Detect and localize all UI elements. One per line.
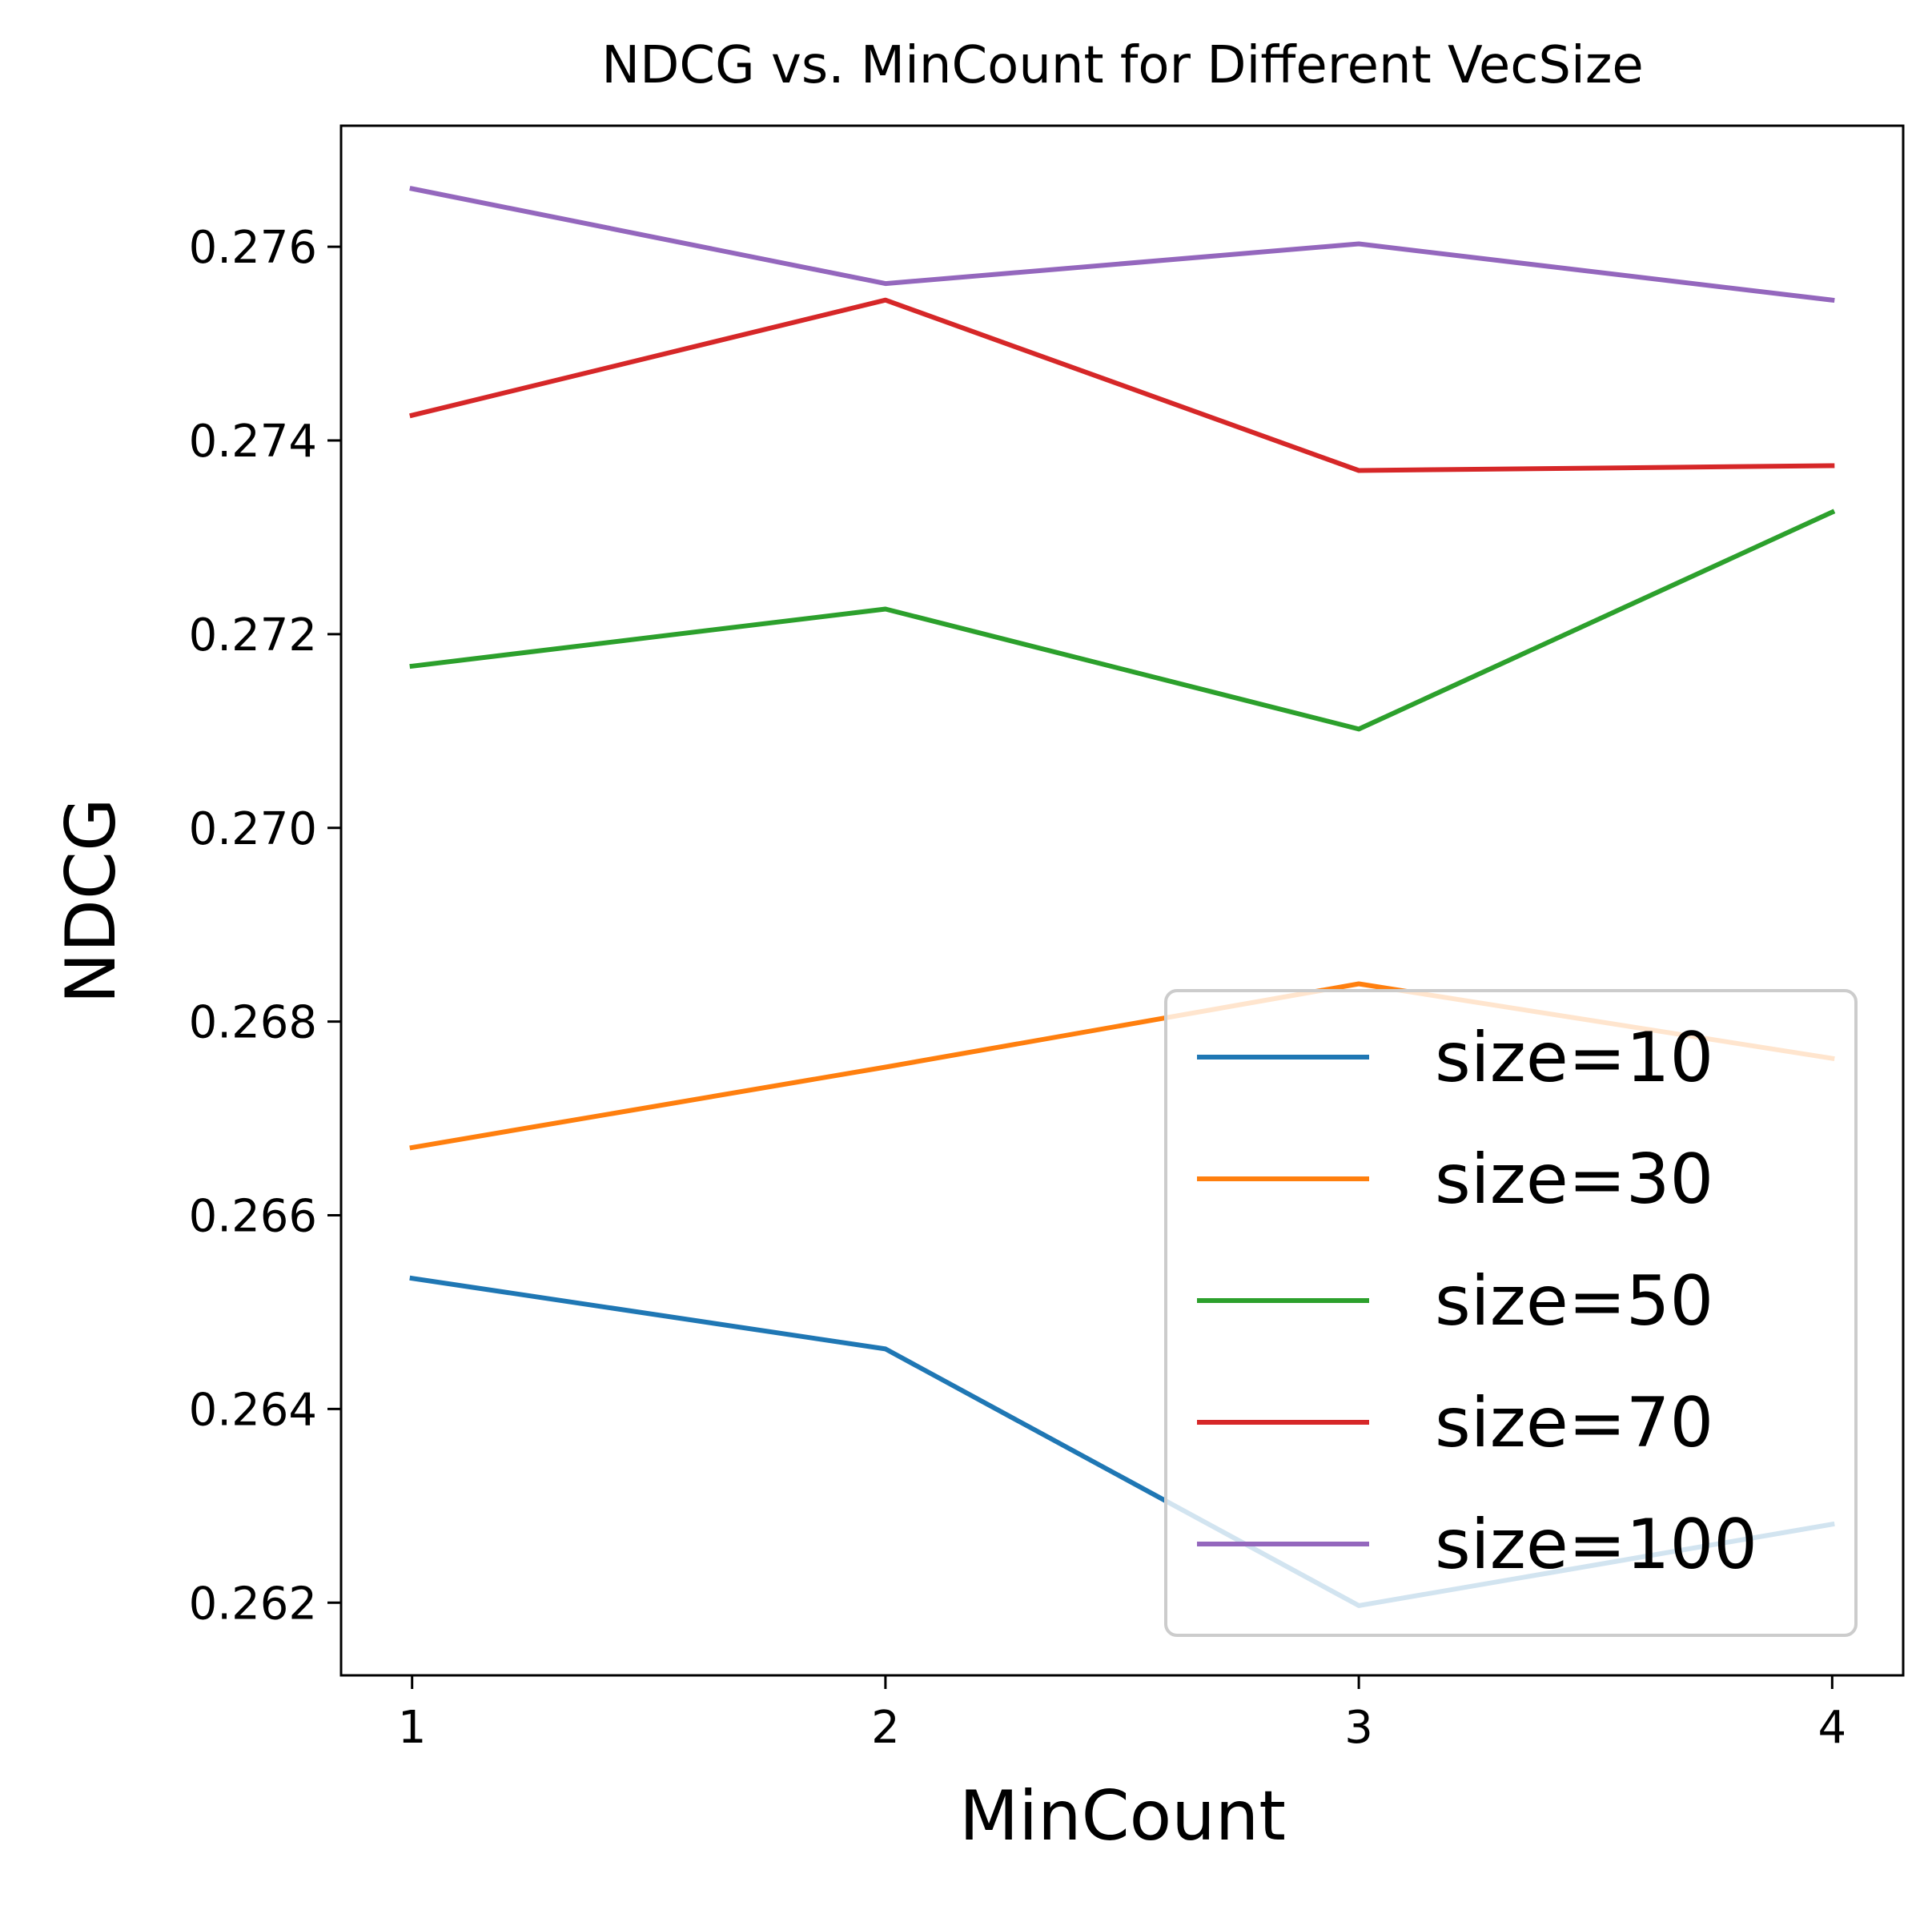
legend-label: size=30: [1435, 1140, 1713, 1220]
series-line: [409, 297, 1835, 473]
plot-area-frame: [339, 124, 1905, 1677]
legend-item: size=100: [1197, 1505, 1757, 1585]
series-line: [409, 186, 1835, 304]
x-tick-label: 1: [398, 1702, 427, 1754]
legend: size=10 size=30 size=50 size=70 size=100: [1164, 989, 1858, 1637]
y-axis-ticks: 0.262 0.264 0.266 0.268 0.270 0.272 0.274 0.276: [189, 222, 341, 1630]
x-axis-label: MinCount: [959, 1776, 1286, 1856]
series-line: [409, 509, 1836, 732]
y-tick-label: 0.262: [189, 1578, 317, 1630]
y-tick-label: 0.266: [189, 1191, 317, 1243]
x-tick-label: 4: [1818, 1702, 1846, 1754]
y-tick-label: 0.268: [189, 997, 317, 1049]
x-tick-label: 3: [1344, 1702, 1373, 1754]
legend-item: size=30: [1197, 1140, 1713, 1220]
legend-label: size=10: [1435, 1018, 1713, 1098]
y-tick-label: 0.276: [189, 222, 317, 274]
y-tick-label: 0.272: [189, 609, 317, 661]
legend-label: size=50: [1435, 1261, 1713, 1341]
legend-label: size=70: [1435, 1383, 1713, 1463]
series-path: [409, 509, 1836, 732]
x-tick-label: 2: [871, 1702, 900, 1754]
y-tick-label: 0.274: [189, 416, 317, 468]
legend-label: size=100: [1435, 1505, 1757, 1585]
x-axis-ticks: 1 2 3 4: [398, 1675, 1846, 1754]
legend-item: size=70: [1197, 1383, 1713, 1463]
legend-box: [1164, 989, 1858, 1637]
series-path: [409, 186, 1835, 304]
y-tick-label: 0.270: [189, 803, 317, 855]
y-axis-label: NDCG: [51, 798, 131, 1003]
series-path: [409, 297, 1835, 473]
legend-item: size=50: [1197, 1261, 1713, 1341]
y-tick-label: 0.264: [189, 1384, 317, 1436]
legend-item: size=10: [1197, 1018, 1713, 1098]
chart-title: NDCG vs. MinCount for Different VecSize: [601, 36, 1644, 95]
